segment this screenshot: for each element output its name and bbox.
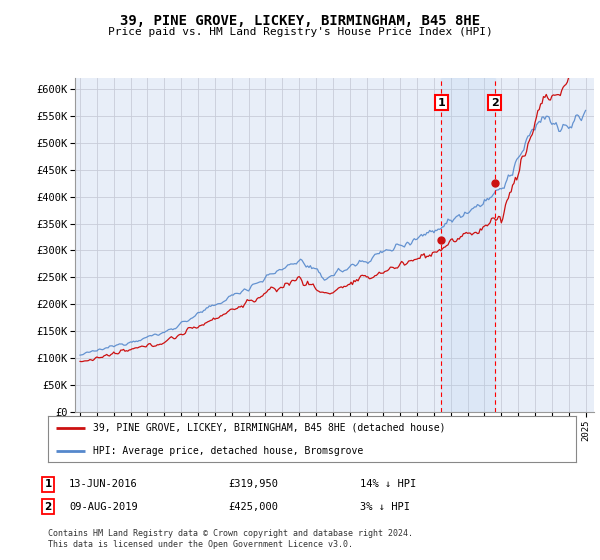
Text: 2: 2	[491, 97, 499, 108]
Text: 09-AUG-2019: 09-AUG-2019	[69, 502, 138, 512]
Text: Price paid vs. HM Land Registry's House Price Index (HPI): Price paid vs. HM Land Registry's House …	[107, 27, 493, 37]
Text: £319,950: £319,950	[228, 479, 278, 489]
Text: 39, PINE GROVE, LICKEY, BIRMINGHAM, B45 8HE (detached house): 39, PINE GROVE, LICKEY, BIRMINGHAM, B45 …	[93, 423, 445, 432]
Text: 3% ↓ HPI: 3% ↓ HPI	[360, 502, 410, 512]
Text: HPI: Average price, detached house, Bromsgrove: HPI: Average price, detached house, Brom…	[93, 446, 363, 455]
Text: 2: 2	[44, 502, 52, 512]
Text: 13-JUN-2016: 13-JUN-2016	[69, 479, 138, 489]
Text: 39, PINE GROVE, LICKEY, BIRMINGHAM, B45 8HE: 39, PINE GROVE, LICKEY, BIRMINGHAM, B45 …	[120, 14, 480, 28]
Text: 14% ↓ HPI: 14% ↓ HPI	[360, 479, 416, 489]
Text: Contains HM Land Registry data © Crown copyright and database right 2024.
This d: Contains HM Land Registry data © Crown c…	[48, 529, 413, 549]
Text: 1: 1	[44, 479, 52, 489]
Text: £425,000: £425,000	[228, 502, 278, 512]
Text: 1: 1	[437, 97, 445, 108]
Bar	[442, 78, 494, 412]
